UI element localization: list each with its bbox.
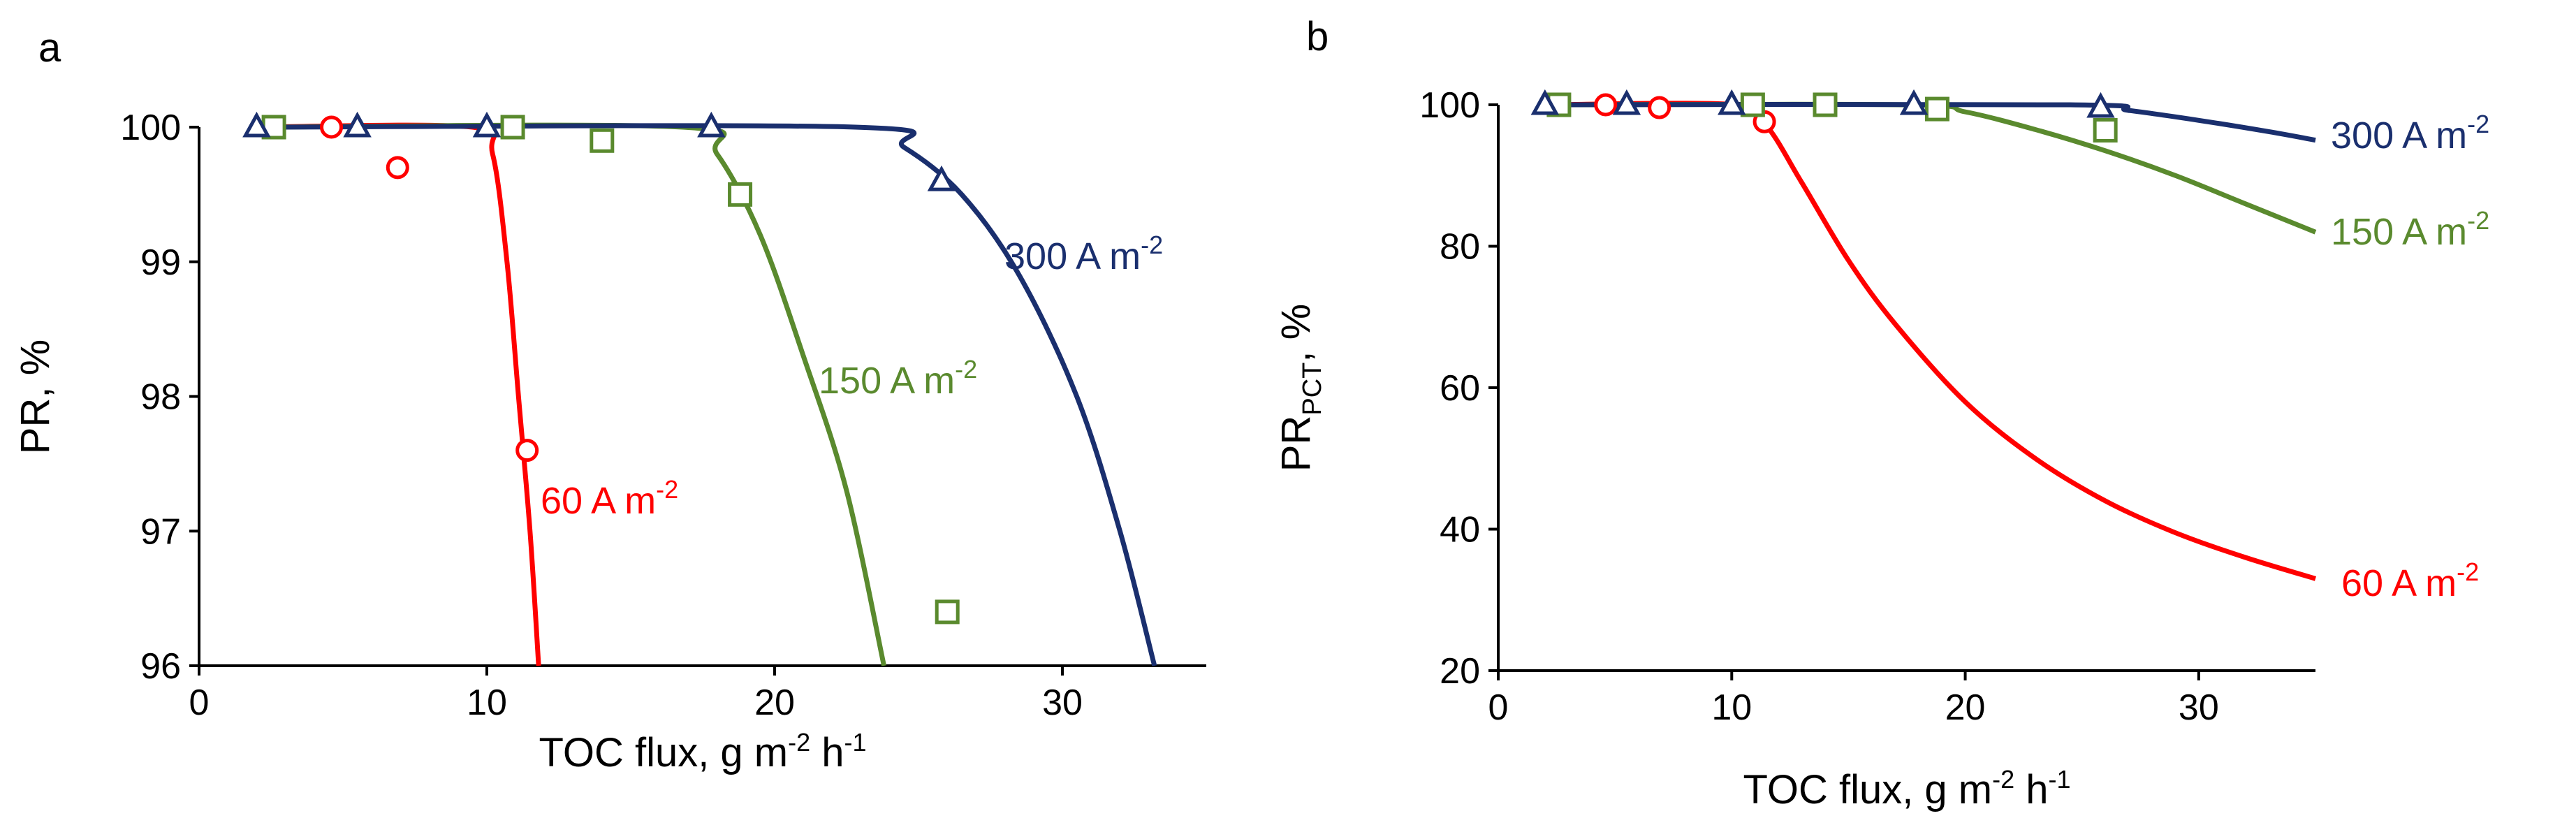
x-tick-label: 10 [467, 683, 507, 723]
panel-a-x-axis-title: TOC flux, g m-2 h-1 [539, 728, 866, 775]
fit-line [256, 123, 1157, 666]
y-tick-label: 98 [140, 377, 181, 418]
marker-triangle [242, 111, 271, 138]
marker-triangle [1718, 89, 1746, 115]
x-tick-label: 10 [1711, 687, 1752, 728]
marker-square [2093, 117, 2118, 143]
panel-b-x-axis-title: TOC flux, g m-2 h-1 [1743, 765, 2070, 812]
panel-b-ticks: 0 10 20 30 20 40 60 80 100 [1419, 85, 2219, 728]
x-tick-label: 0 [189, 683, 210, 723]
panel-b-y-axis-title: PRPCT, % [1273, 304, 1327, 472]
marker-circle [515, 439, 539, 462]
panel-a: a 0 10 20 30 96 97 98 99 100 PR, % TOC flux, g m… [13, 25, 1206, 775]
fit-line [256, 122, 541, 666]
label-300-a: 300 A m-2 [1004, 231, 1163, 277]
x-tick-label: 30 [1042, 683, 1083, 723]
marker-square [500, 115, 525, 140]
label-60-b: 60 A m-2 [2341, 557, 2479, 604]
marker-square [1924, 96, 1949, 122]
panel-a-y-axis-title: PR, % [13, 340, 58, 454]
panel-b-fit-lines [1544, 101, 2317, 581]
marker-square [1813, 92, 1838, 117]
panel-a-series-labels: 300 A m-2 150 A m-2 60 A m-2 [541, 231, 1163, 522]
marker-square [728, 182, 753, 207]
panel-a-ticks: 0 10 20 30 96 97 98 99 100 [120, 108, 1083, 723]
y-tick-label: 100 [120, 108, 181, 148]
panel-a-letter: a [38, 25, 61, 71]
marker-triangle [697, 111, 726, 138]
y-tick-label: 97 [140, 511, 181, 552]
marker-square [1546, 92, 1572, 117]
marker-triangle [1530, 89, 1560, 115]
marker-square [1740, 92, 1765, 117]
fit-line [1544, 101, 2317, 235]
label-150-b: 150 A m-2 [2331, 206, 2489, 253]
marker-triangle [1612, 89, 1641, 115]
x-tick-label: 30 [2179, 687, 2219, 728]
panel-b-series-labels: 300 A m-2 150 A m-2 60 A m-2 [2331, 110, 2489, 604]
marker-circle [386, 156, 409, 180]
marker-square [935, 599, 960, 625]
fit-line [1544, 101, 2316, 143]
y-tick-label: 99 [140, 242, 181, 283]
y-tick-label: 96 [140, 646, 181, 687]
x-tick-label: 20 [1945, 687, 1986, 728]
fit-line [1544, 101, 2317, 581]
marker-circle [1594, 93, 1618, 117]
y-tick-label: 100 [1419, 85, 1480, 126]
y-tick-label: 40 [1440, 510, 1480, 550]
y-tick-label: 20 [1440, 651, 1480, 692]
marker-triangle [1899, 89, 1929, 115]
fit-line [256, 122, 886, 666]
marker-triangle [343, 111, 372, 138]
panel-a-markers [242, 111, 960, 625]
panel-b-markers [1530, 89, 2118, 143]
panel-b: b 0 10 20 30 20 40 60 80 100 PRPCT, % TOC flux, … [1273, 14, 2489, 812]
panel-a-fit-lines [256, 122, 1157, 666]
marker-triangle [927, 165, 956, 191]
x-tick-label: 20 [754, 683, 795, 723]
marker-square [590, 128, 615, 153]
y-tick-label: 80 [1440, 227, 1480, 268]
label-150-a: 150 A m-2 [819, 355, 977, 402]
x-tick-label: 0 [1488, 687, 1509, 728]
marker-triangle [472, 111, 502, 138]
y-tick-label: 60 [1440, 368, 1480, 409]
marker-circle [1648, 96, 1671, 119]
marker-triangle [2086, 92, 2115, 118]
marker-circle [320, 115, 344, 139]
label-300-b: 300 A m-2 [2331, 110, 2489, 156]
panel-b-letter: b [1306, 14, 1329, 59]
label-60-a: 60 A m-2 [541, 475, 678, 522]
